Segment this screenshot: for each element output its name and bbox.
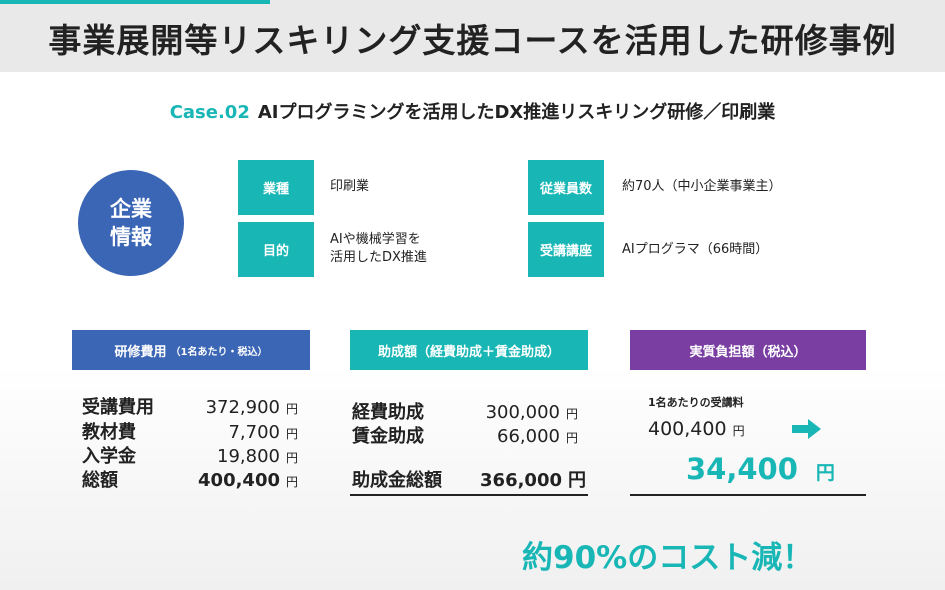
subsidy-header: 助成額（経費助成＋賃金助成） bbox=[350, 330, 588, 370]
cost-total-unit: 円 bbox=[286, 475, 299, 489]
title-bar bbox=[0, 0, 945, 72]
case-heading: Case.02 AIプログラミングを活用したDX推進リスキリング研修／印刷業 bbox=[0, 98, 945, 124]
per-person-fee-label: 1名あたりの受講料 bbox=[648, 396, 744, 409]
cost-row: 入学金 19,800 円 bbox=[82, 442, 298, 468]
cost-row-label: 入学金 bbox=[82, 446, 136, 467]
industry-value: 印刷業 bbox=[330, 179, 370, 194]
training-cost-header-note: （1名あたり・税込） bbox=[170, 346, 268, 358]
per-person-fee-unit: 円 bbox=[732, 424, 745, 438]
cost-row-label: 教材費 bbox=[82, 422, 136, 443]
employees-tag: 従業員数 bbox=[528, 160, 604, 215]
subsidy-row-value: 300,000 bbox=[485, 402, 560, 423]
subsidy-row-value: 66,000 bbox=[497, 426, 560, 447]
per-person-fee-value: 400,400 bbox=[648, 418, 727, 440]
subsidy-row: 賃金助成 66,000 円 bbox=[352, 422, 578, 448]
case-number: Case.02 bbox=[169, 102, 250, 123]
subsidy-row: 経費助成 300,000 円 bbox=[352, 398, 578, 424]
purpose-value: AIや機械学習を 活用したDX推進 bbox=[330, 231, 427, 267]
page-title: 事業展開等リスキリング支援コースを活用した研修事例 bbox=[48, 21, 897, 60]
company-info-badge: 企業 情報 bbox=[78, 170, 184, 276]
cost-row-value: 372,900 bbox=[205, 397, 280, 418]
subsidy-total-value: 366,000 bbox=[480, 470, 562, 491]
subsidy-total-label: 助成金総額 bbox=[352, 470, 442, 491]
subsidy-total-row: 助成金総額 366,000 円 bbox=[352, 466, 586, 492]
training-cost-header: 研修費用 （1名あたり・税込） bbox=[72, 330, 310, 370]
subsidy-row-unit: 円 bbox=[566, 431, 579, 445]
course-tag: 受講講座 bbox=[528, 222, 604, 277]
company-badge-line2: 情報 bbox=[110, 225, 152, 249]
title-accent-line bbox=[0, 0, 270, 4]
training-cost-header-label: 研修費用 bbox=[114, 344, 167, 360]
subsidy-total-unit: 円 bbox=[568, 470, 586, 491]
actual-burden-value: 34,400 bbox=[686, 452, 798, 486]
cost-row-unit: 円 bbox=[286, 451, 299, 465]
case-title: AIプログラミングを活用したDX推進リスキリング研修／印刷業 bbox=[257, 102, 776, 123]
cost-reduction-headline: 約90%のコスト減！ bbox=[522, 540, 814, 576]
subsidy-row-unit: 円 bbox=[566, 407, 579, 421]
cost-row: 教材費 7,700 円 bbox=[82, 418, 298, 444]
cost-total-row: 総額 400,400 円 bbox=[82, 466, 298, 492]
cost-row-value: 7,700 bbox=[228, 422, 280, 443]
actual-burden-underline bbox=[630, 494, 866, 496]
cost-row-value: 19,800 bbox=[217, 446, 280, 467]
subsidy-row-label: 賃金助成 bbox=[352, 426, 424, 447]
purpose-line1: AIや機械学習を bbox=[330, 232, 421, 247]
actual-burden-unit: 円 bbox=[815, 462, 835, 484]
subsidy-row-label: 経費助成 bbox=[352, 402, 424, 423]
arrow-right-icon bbox=[792, 419, 821, 439]
actual-burden-amount: 34,400 円 bbox=[686, 452, 835, 486]
industry-tag: 業種 bbox=[238, 160, 314, 215]
cost-row-unit: 円 bbox=[286, 427, 299, 441]
company-badge-line1: 企業 bbox=[110, 196, 152, 221]
cost-total-value: 400,400 bbox=[198, 470, 280, 491]
course-value: AIプログラマ（66時間） bbox=[622, 242, 769, 257]
cost-row-unit: 円 bbox=[286, 402, 299, 416]
purpose-line2: 活用したDX推進 bbox=[330, 250, 427, 266]
cost-row: 受講費用 372,900 円 bbox=[82, 393, 298, 419]
actual-burden-header: 実質負担額（税込） bbox=[630, 330, 866, 370]
per-person-fee: 400,400 円 bbox=[648, 418, 745, 440]
cost-row-label: 受講費用 bbox=[82, 397, 154, 418]
cost-total-label: 総額 bbox=[82, 470, 118, 491]
purpose-tag: 目的 bbox=[238, 222, 314, 277]
employees-value: 約70人（中小企業事業主） bbox=[622, 179, 782, 194]
subsidy-total-underline bbox=[350, 494, 588, 496]
